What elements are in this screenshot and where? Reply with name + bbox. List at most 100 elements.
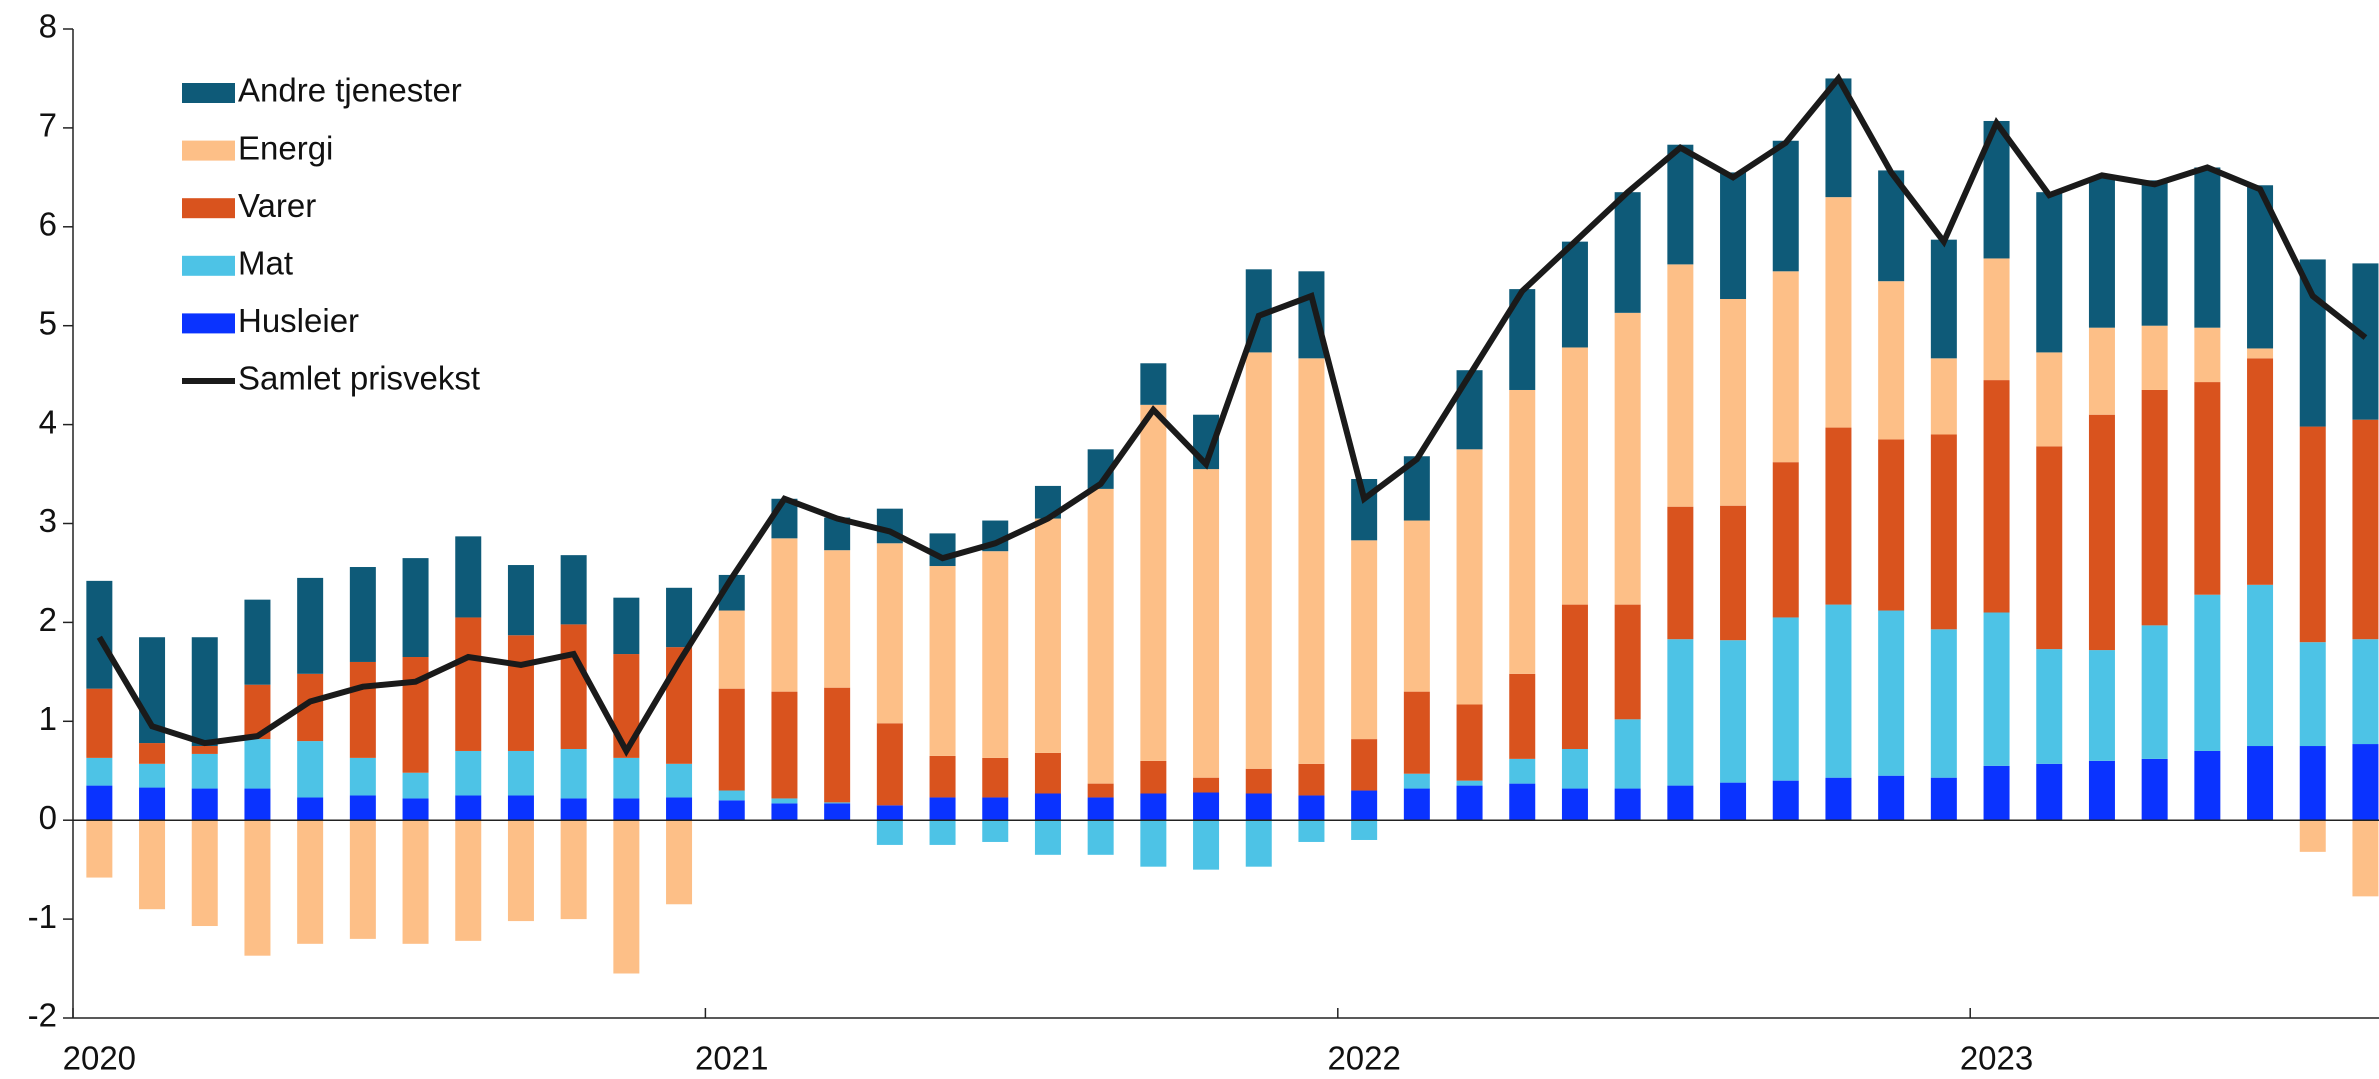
bar-segment <box>876 805 903 821</box>
bar-segment <box>1667 639 1694 786</box>
bar-segment <box>613 654 640 758</box>
x-tick-label: 2020 <box>63 1040 136 1077</box>
y-tick-label: 2 <box>39 601 57 638</box>
bar-segment <box>1825 197 1852 428</box>
bar-segment <box>1034 820 1061 855</box>
bar-segment <box>507 795 534 821</box>
bar-segment <box>1878 281 1905 440</box>
bar-segment <box>560 748 587 799</box>
bar-segment <box>507 820 534 922</box>
bar-segment <box>2141 325 2168 390</box>
bar-segment <box>1720 172 1747 299</box>
bar-segment <box>1351 820 1378 840</box>
bar-segment <box>2194 594 2221 751</box>
legend-label: Energi <box>238 129 333 166</box>
bar-segment <box>1087 820 1114 855</box>
bar-segment <box>1614 719 1641 789</box>
y-tick-label: 6 <box>39 206 57 243</box>
bar-segment <box>2299 820 2326 852</box>
bar-segment <box>718 688 745 791</box>
bar-segment <box>1772 271 1799 463</box>
bar-segment <box>771 798 798 804</box>
bar-segment <box>1298 763 1325 796</box>
bar-segment <box>929 755 956 798</box>
bar-segment <box>2141 389 2168 626</box>
bar-segment <box>1720 640 1747 783</box>
legend-swatch <box>182 140 235 161</box>
bar-segment <box>191 753 218 789</box>
legend-label: Samlet prisvekst <box>238 360 480 397</box>
bar-segment <box>2299 746 2326 821</box>
bar-segment <box>876 723 903 806</box>
bar-segment <box>1614 312 1641 605</box>
bar-segment <box>1034 793 1061 821</box>
bar-segment <box>2352 820 2379 897</box>
bar-segment <box>1034 518 1061 753</box>
bar-segment <box>929 797 956 821</box>
bar-segment <box>771 691 798 799</box>
bar-segment <box>666 587 693 648</box>
bar-segment <box>2088 177 2115 328</box>
y-tick-label: -1 <box>28 898 57 935</box>
bar-segment <box>297 741 324 798</box>
bar-segment <box>982 551 1009 758</box>
x-tick-label: 2023 <box>1960 1040 2033 1077</box>
bar-segment <box>1140 760 1167 794</box>
bar-segment <box>2141 625 2168 759</box>
bar-segment <box>2036 649 2063 764</box>
bar-segment <box>1456 704 1483 781</box>
bar-segment <box>191 746 218 754</box>
bar-segment <box>929 820 956 845</box>
bar-segment <box>824 802 851 804</box>
bar-segment <box>1087 797 1114 821</box>
bar-segment <box>1930 358 1957 435</box>
legend-swatch <box>182 198 235 219</box>
bar-segment <box>1403 691 1430 774</box>
bar-segment <box>1456 449 1483 705</box>
bar-segment <box>1456 780 1483 786</box>
bar-segment <box>1298 271 1325 359</box>
bar-segment <box>771 498 798 539</box>
bar-segment <box>1983 765 2010 821</box>
bar-segment <box>297 820 324 944</box>
bar-segment <box>1193 469 1220 778</box>
bar-segment <box>1878 170 1905 282</box>
bar-segment <box>1351 790 1378 821</box>
bar-segment <box>1509 673 1536 759</box>
bar-segment <box>455 750 482 796</box>
bar-segment <box>1403 788 1430 821</box>
bar-segment <box>876 820 903 845</box>
bar-segment <box>2036 352 2063 447</box>
bar-segment <box>1509 783 1536 821</box>
bar-segment <box>1930 629 1957 778</box>
bar-segment <box>1614 604 1641 720</box>
bar-segment <box>86 785 113 821</box>
bar-segment <box>1561 241 1588 348</box>
bar-segment <box>1245 820 1272 867</box>
bar-segment <box>929 566 956 756</box>
bar-segment <box>1720 298 1747 506</box>
bar-segment <box>1878 610 1905 776</box>
bar-segment <box>2088 650 2115 761</box>
bar-segment <box>1087 783 1114 798</box>
bar-segment <box>1456 370 1483 450</box>
bar-segment <box>982 757 1009 798</box>
bar-segment <box>86 820 113 878</box>
bar-segment <box>771 538 798 692</box>
bar-segment <box>1667 264 1694 507</box>
bar-segment <box>86 757 113 786</box>
bar-segment <box>1930 777 1957 821</box>
bar-segment <box>718 790 745 801</box>
y-tick-label: 1 <box>39 700 57 737</box>
bar-segment <box>244 788 271 821</box>
bar-segment <box>1298 358 1325 764</box>
bar-segment <box>139 820 166 910</box>
bar-segment <box>2352 744 2379 821</box>
bar-segment <box>1667 785 1694 821</box>
bar-segment <box>1825 427 1852 605</box>
bar-segment <box>1245 352 1272 769</box>
bar-segment <box>2036 192 2063 353</box>
bar-segment <box>1720 782 1747 821</box>
